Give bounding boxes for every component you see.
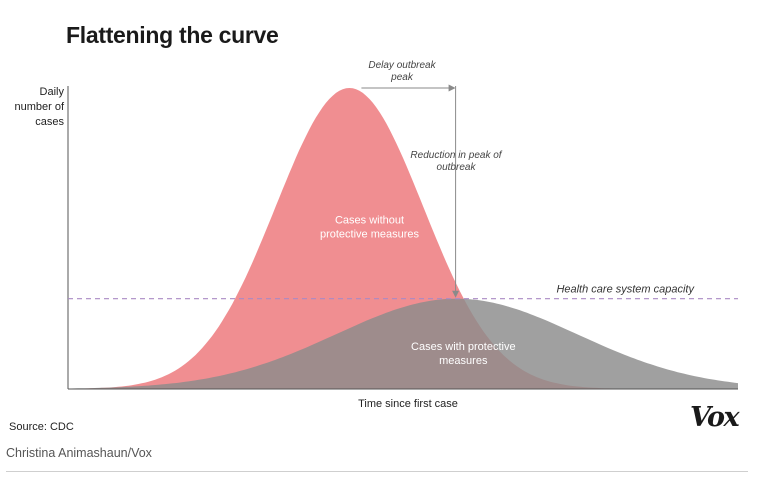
curve-area-with-measures (68, 298, 738, 389)
flattening-curve-chart: Health care system capacity Delay outbrea… (67, 60, 738, 410)
photo-credit: Christina Animashaun/Vox (6, 446, 152, 460)
y-axis-label-line-2: number of (14, 101, 64, 113)
delay-annotation-line-2: peak (390, 72, 414, 83)
series-label-1-line-2: protective measures (320, 228, 420, 240)
capacity-label: Health care system capacity (556, 284, 695, 296)
series-label-2-line-2: measures (439, 355, 488, 367)
series-label-2-line-1: Cases with protective (411, 341, 516, 353)
divider (6, 471, 748, 472)
chart-title: Flattening the curve (66, 22, 279, 48)
curve-area-without-measures (68, 88, 738, 389)
delay-arrow-head (448, 84, 456, 92)
y-axis-label-line-1: Daily (39, 86, 64, 98)
y-axis-label: Daily number of cases (4, 85, 64, 130)
reduction-arrow-head (452, 290, 460, 298)
y-axis-label-line-3: cases (35, 116, 64, 128)
delay-annotation-line-1: Delay outbreak (368, 60, 436, 71)
x-axis-label: Time since first case (358, 398, 458, 410)
reduction-annotation-line-1: Reduction in peak of (410, 150, 502, 161)
series-label-1-line-1: Cases without (335, 214, 404, 226)
source-note: Source: CDC (9, 421, 74, 433)
reduction-annotation-line-2: outbreak (437, 162, 477, 173)
vox-logo: Vox (690, 402, 740, 433)
